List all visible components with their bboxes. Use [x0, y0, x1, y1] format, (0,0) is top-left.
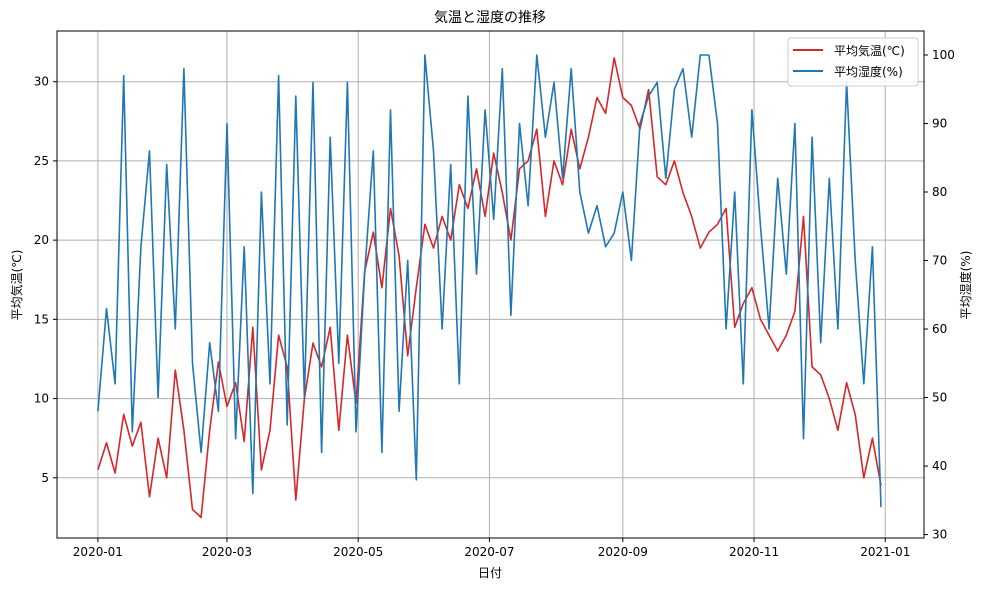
- y-right-tick-label: 30: [932, 528, 947, 542]
- legend-label-temperature: 平均気温(℃): [834, 43, 905, 58]
- y-right-tick-label: 80: [932, 185, 947, 199]
- temperature-series-line: [97, 57, 882, 519]
- x-tick-label: 2021-01: [860, 545, 910, 559]
- legend-label-humidity: 平均湿度(%): [834, 64, 903, 79]
- x-axis: 2020-01 2020-03 2020-05 2020-07 2020-09 2020-…: [73, 538, 910, 559]
- y-left-tick-label: 30: [34, 75, 49, 89]
- y-right-tick-label: 60: [932, 322, 947, 336]
- y-right-tick-label: 70: [932, 254, 947, 268]
- humidity-series-line: [97, 54, 882, 508]
- x-axis-label: 日付: [478, 566, 502, 580]
- y-right-tick-label: 100: [932, 48, 955, 62]
- x-tick-label: 2020-07: [464, 545, 514, 559]
- grid: [57, 31, 924, 538]
- x-tick-label: 2020-03: [202, 545, 252, 559]
- x-tick-label: 2020-11: [729, 545, 779, 559]
- x-tick-label: 2020-05: [333, 545, 383, 559]
- y-right-tick-label: 50: [932, 391, 947, 405]
- y-axis-right: 30 40 50 60 70 80 90 100: [924, 48, 955, 542]
- plot-frame: [56, 30, 925, 539]
- x-tick-label: 2020-09: [598, 545, 648, 559]
- x-tick-label: 2020-01: [73, 545, 123, 559]
- y-right-tick-label: 90: [932, 116, 947, 130]
- y-left-tick-label: 15: [34, 312, 49, 326]
- y-left-tick-label: 10: [34, 392, 49, 406]
- y-axis-left-label: 平均気温(℃): [9, 250, 24, 321]
- y-axis-left: 5 10 15 20 25 30: [34, 75, 57, 485]
- chart-title: 気温と湿度の推移: [434, 10, 546, 26]
- y-left-tick-label: 5: [41, 471, 49, 485]
- y-axis-right-label: 平均湿度(%): [958, 251, 973, 320]
- series-lines: [97, 54, 882, 519]
- y-right-tick-label: 40: [932, 459, 947, 473]
- legend: 平均気温(℃) 平均湿度(%): [787, 37, 919, 87]
- y-left-tick-label: 20: [34, 233, 49, 247]
- y-left-tick-label: 25: [34, 154, 49, 168]
